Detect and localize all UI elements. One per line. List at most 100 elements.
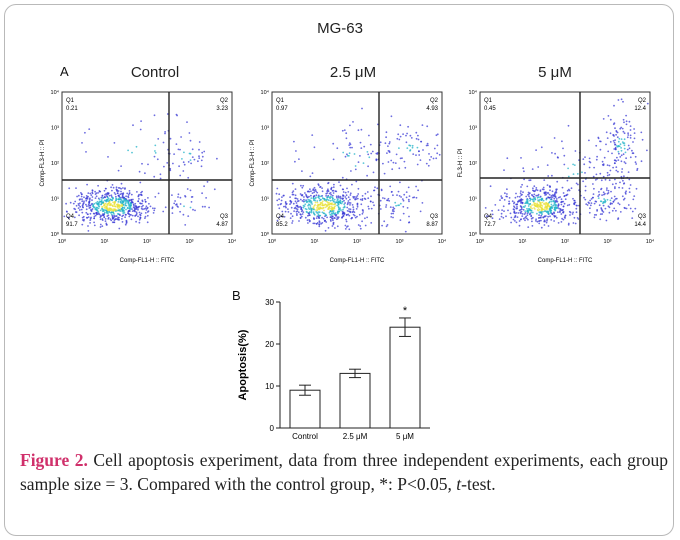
event-dot xyxy=(184,224,187,226)
event-dot xyxy=(113,208,116,210)
event-dot xyxy=(297,211,300,214)
event-dot xyxy=(408,215,410,218)
event-dot xyxy=(327,188,329,191)
event-dot xyxy=(328,211,331,214)
event-dot xyxy=(119,193,122,196)
event-dot xyxy=(615,169,618,172)
event-dot xyxy=(536,194,539,197)
event-dot xyxy=(88,201,90,204)
event-dot xyxy=(398,167,401,170)
event-dot xyxy=(106,196,109,199)
event-dot xyxy=(616,136,619,139)
event-dot xyxy=(403,193,406,196)
event-dot xyxy=(308,200,311,203)
event-dot xyxy=(105,187,107,190)
event-dot xyxy=(553,204,555,207)
event-dot xyxy=(118,187,121,189)
event-dot xyxy=(370,207,373,210)
event-dot xyxy=(123,206,126,209)
event-dot xyxy=(635,163,638,165)
event-dot xyxy=(339,184,342,187)
event-dot xyxy=(130,204,132,207)
event-dot xyxy=(627,171,630,173)
event-dot xyxy=(598,193,601,196)
event-dot xyxy=(99,226,102,228)
event-dot xyxy=(137,215,139,218)
event-dot xyxy=(575,204,578,207)
event-dot xyxy=(364,224,367,227)
event-dot xyxy=(284,210,287,213)
event-dot xyxy=(301,170,303,172)
event-dot xyxy=(613,207,616,210)
event-dot xyxy=(331,197,334,199)
event-dot xyxy=(144,217,146,220)
event-dot xyxy=(530,214,533,217)
event-dot xyxy=(328,205,331,208)
event-dot xyxy=(625,123,628,126)
event-dot xyxy=(295,207,298,210)
event-dot xyxy=(524,210,527,212)
event-dot xyxy=(280,199,283,202)
event-dot xyxy=(399,157,402,160)
event-dot xyxy=(284,201,287,203)
y-tick-label: 10⁴ xyxy=(51,89,60,96)
event-dot xyxy=(88,198,91,201)
event-dot xyxy=(292,193,295,196)
event-dot xyxy=(178,165,181,168)
event-dot xyxy=(95,208,98,211)
event-dot xyxy=(191,148,194,151)
event-dot xyxy=(97,192,99,194)
event-dot xyxy=(368,134,370,137)
event-dot xyxy=(299,193,302,195)
event-dot xyxy=(573,199,576,202)
event-dot xyxy=(539,198,541,201)
y-tick-label: 10 xyxy=(265,382,274,391)
event-dot xyxy=(81,198,83,201)
event-dot xyxy=(614,162,616,165)
event-dot xyxy=(555,191,558,194)
event-dot xyxy=(354,168,357,171)
event-dot xyxy=(104,220,107,223)
event-dot xyxy=(511,200,514,203)
q3-label: Q3 xyxy=(430,214,439,220)
event-dot xyxy=(531,211,534,214)
event-dot xyxy=(435,157,438,160)
event-dot xyxy=(601,194,603,196)
event-dot xyxy=(361,107,363,110)
event-dot xyxy=(550,219,553,221)
q2-value: 3.23 xyxy=(216,106,228,112)
event-dot xyxy=(330,207,332,210)
event-dot xyxy=(97,197,100,200)
event-dot xyxy=(295,202,298,204)
event-dot xyxy=(360,128,363,131)
event-dot xyxy=(368,207,370,210)
event-dot xyxy=(438,153,441,156)
event-dot xyxy=(520,157,522,159)
event-dot xyxy=(628,147,631,150)
event-dot xyxy=(607,150,610,153)
event-dot xyxy=(332,223,335,226)
event-dot xyxy=(582,180,584,183)
event-dot xyxy=(502,216,505,219)
event-dot xyxy=(618,186,620,189)
event-dot xyxy=(389,206,392,208)
event-dot xyxy=(124,216,126,219)
event-dot xyxy=(175,143,178,145)
event-dot xyxy=(348,208,350,210)
event-dot xyxy=(187,176,190,179)
event-dot xyxy=(347,191,350,193)
event-dot xyxy=(566,204,569,207)
event-dot xyxy=(102,197,104,199)
event-dot xyxy=(382,162,384,165)
event-dot xyxy=(607,115,610,117)
event-dot xyxy=(411,144,414,147)
event-dot xyxy=(131,201,134,204)
event-dot xyxy=(608,211,611,214)
event-dot xyxy=(555,206,558,209)
event-dot xyxy=(289,217,292,220)
event-dot xyxy=(332,200,335,203)
event-dot xyxy=(614,146,617,149)
event-dot xyxy=(91,189,94,191)
event-dot xyxy=(385,225,388,228)
event-dot xyxy=(100,196,103,199)
